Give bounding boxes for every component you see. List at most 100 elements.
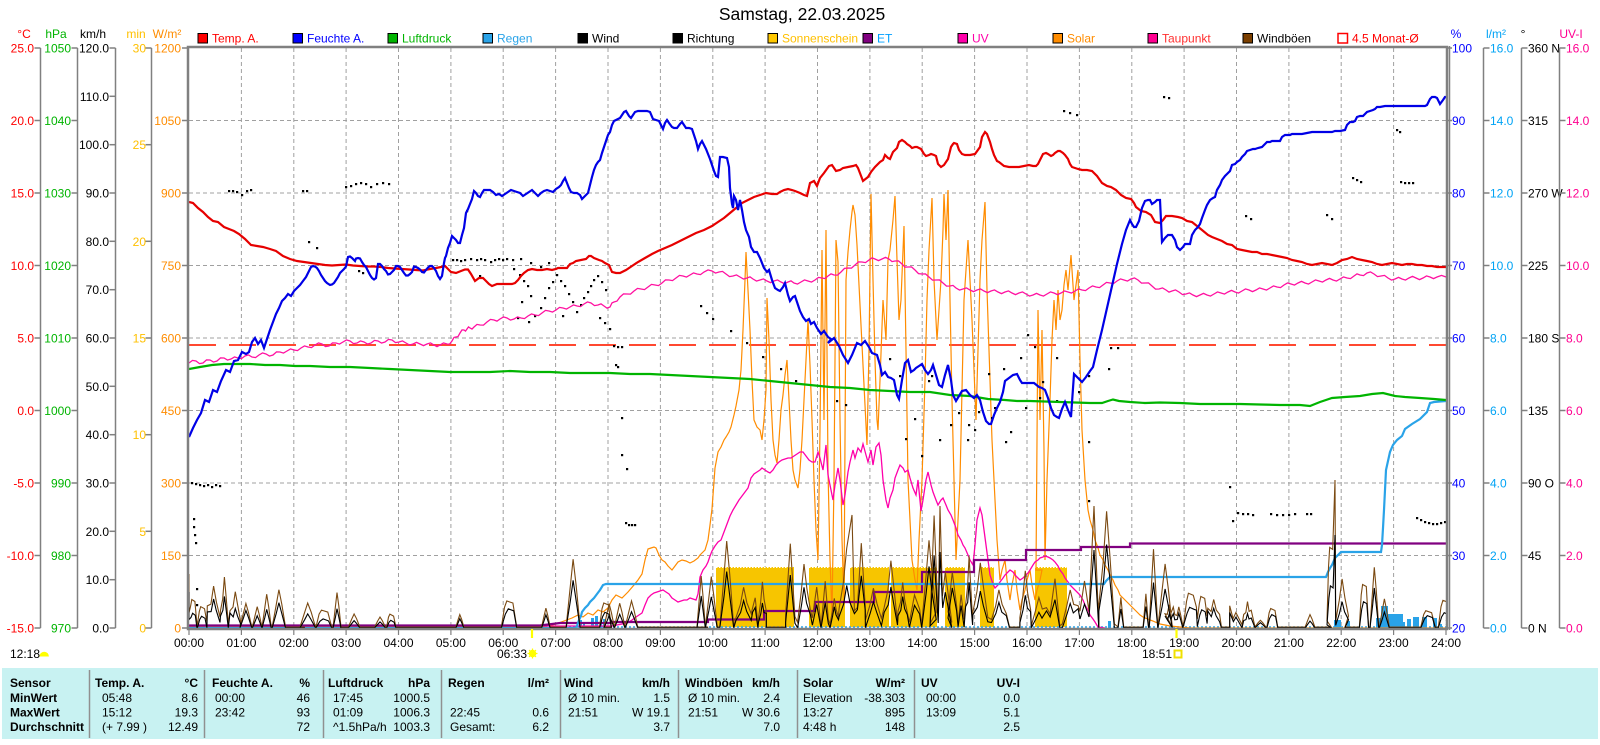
svg-text:990: 990 <box>51 477 71 491</box>
svg-text:0 N: 0 N <box>1528 622 1547 636</box>
svg-text:Solar: Solar <box>1067 32 1095 46</box>
svg-text:15:00: 15:00 <box>960 636 990 650</box>
svg-text:UV-I: UV-I <box>997 676 1020 690</box>
svg-text:20:00: 20:00 <box>1221 636 1251 650</box>
svg-text:Luftdruck: Luftdruck <box>402 32 452 46</box>
svg-text:Feuchte A.: Feuchte A. <box>212 676 273 690</box>
svg-text:60.0: 60.0 <box>86 332 110 346</box>
svg-text:93: 93 <box>297 706 311 720</box>
svg-text:18:51: 18:51 <box>1142 647 1172 661</box>
svg-text:^1.5hPa/h: ^1.5hPa/h <box>333 720 387 734</box>
svg-text:5.0: 5.0 <box>17 332 34 346</box>
svg-text:72: 72 <box>297 720 311 734</box>
svg-text:20: 20 <box>1452 622 1466 636</box>
svg-text:8.0: 8.0 <box>1490 332 1507 346</box>
svg-text:30.0: 30.0 <box>86 477 110 491</box>
svg-text:970: 970 <box>51 622 71 636</box>
svg-text:Regen: Regen <box>448 676 485 690</box>
svg-text:°: ° <box>1521 27 1526 41</box>
svg-text:10.0: 10.0 <box>11 259 35 273</box>
svg-text:1050: 1050 <box>154 114 181 128</box>
svg-text:148: 148 <box>885 720 905 734</box>
svg-text:3.7: 3.7 <box>653 720 670 734</box>
svg-text:11:00: 11:00 <box>751 636 780 650</box>
svg-text:25: 25 <box>133 138 147 152</box>
svg-text:1010: 1010 <box>44 332 71 346</box>
svg-text:135: 135 <box>1528 404 1548 418</box>
svg-text:6.2: 6.2 <box>532 720 549 734</box>
svg-text:16:00: 16:00 <box>1012 636 1042 650</box>
svg-text:4.0: 4.0 <box>1490 477 1507 491</box>
svg-text:40.0: 40.0 <box>86 428 110 442</box>
svg-text:17:00: 17:00 <box>1064 636 1094 650</box>
svg-text:05:48: 05:48 <box>102 691 132 705</box>
svg-text:270 W: 270 W <box>1528 187 1563 201</box>
svg-text:10: 10 <box>133 428 147 442</box>
svg-text:1000: 1000 <box>44 404 71 418</box>
svg-text:360 N: 360 N <box>1528 42 1560 56</box>
svg-text:15:12: 15:12 <box>102 706 132 720</box>
svg-text:(+ 7.99 ): (+ 7.99 ) <box>102 720 147 734</box>
svg-text:1030: 1030 <box>44 187 71 201</box>
svg-text:1200: 1200 <box>154 42 181 56</box>
svg-text:20: 20 <box>133 235 147 249</box>
svg-text:60: 60 <box>1452 332 1466 346</box>
svg-text:23:00: 23:00 <box>1379 636 1409 650</box>
svg-text:90.0: 90.0 <box>86 187 110 201</box>
svg-text:°C: °C <box>17 27 31 41</box>
svg-text:100.0: 100.0 <box>79 138 109 152</box>
svg-text:%: % <box>1451 27 1462 41</box>
svg-text:-5.0: -5.0 <box>13 477 34 491</box>
svg-text:110.0: 110.0 <box>80 90 109 104</box>
svg-text:min: min <box>126 27 145 41</box>
svg-text:21:00: 21:00 <box>1274 636 1304 650</box>
svg-text:15: 15 <box>133 332 147 346</box>
svg-text:16.0: 16.0 <box>1566 42 1590 56</box>
svg-text:90: 90 <box>1452 114 1466 128</box>
svg-text:8.6: 8.6 <box>181 691 198 705</box>
svg-text:%: % <box>299 676 310 690</box>
svg-text:MinWert: MinWert <box>10 691 57 705</box>
svg-text:8.0: 8.0 <box>1566 332 1583 346</box>
svg-text:13:09: 13:09 <box>926 706 956 720</box>
svg-text:10.0: 10.0 <box>1566 259 1590 273</box>
svg-text:24:00: 24:00 <box>1431 636 1461 650</box>
svg-text:10.0: 10.0 <box>86 573 110 587</box>
svg-text:30: 30 <box>1452 549 1466 563</box>
svg-text:23:42: 23:42 <box>215 706 245 720</box>
svg-text:0.0: 0.0 <box>1566 622 1583 636</box>
svg-text:895: 895 <box>885 706 905 720</box>
svg-text:6.0: 6.0 <box>1490 404 1507 418</box>
svg-text:09:00: 09:00 <box>645 636 675 650</box>
svg-text:1.5: 1.5 <box>653 691 670 705</box>
svg-text:06:00: 06:00 <box>488 636 518 650</box>
svg-text:12.0: 12.0 <box>1490 187 1514 201</box>
svg-text:980: 980 <box>51 549 71 563</box>
svg-text:1003.3: 1003.3 <box>393 720 430 734</box>
svg-text:Durchschnitt: Durchschnitt <box>10 720 84 734</box>
svg-text:2.4: 2.4 <box>763 691 780 705</box>
svg-text:5.1: 5.1 <box>1003 706 1020 720</box>
svg-text:20.0: 20.0 <box>86 525 110 539</box>
svg-text:°C: °C <box>185 676 199 690</box>
svg-text:17:45: 17:45 <box>333 691 363 705</box>
svg-text:4.5 Monat-Ø: 4.5 Monat-Ø <box>1352 32 1419 46</box>
svg-text:-15.0: -15.0 <box>7 622 35 636</box>
svg-text:0.0: 0.0 <box>1490 622 1507 636</box>
svg-text:225: 225 <box>1528 259 1548 273</box>
svg-text:km/h: km/h <box>752 676 780 690</box>
svg-text:01:09: 01:09 <box>333 706 363 720</box>
svg-text:22:00: 22:00 <box>1326 636 1356 650</box>
svg-text:Taupunkt: Taupunkt <box>1162 32 1211 46</box>
svg-text:20.0: 20.0 <box>11 114 35 128</box>
svg-text:Ø 10 min.: Ø 10 min. <box>688 691 740 705</box>
svg-text:14.0: 14.0 <box>1566 114 1590 128</box>
svg-text:30: 30 <box>133 42 147 56</box>
svg-text:Feuchte A.: Feuchte A. <box>307 32 364 46</box>
svg-text:Sensor: Sensor <box>10 676 51 690</box>
svg-text:Regen: Regen <box>497 32 532 46</box>
svg-text:Temp. A.: Temp. A. <box>212 32 259 46</box>
svg-text:06:33: 06:33 <box>497 647 527 661</box>
svg-text:W/m²: W/m² <box>876 676 905 690</box>
svg-text:40: 40 <box>1452 477 1466 491</box>
